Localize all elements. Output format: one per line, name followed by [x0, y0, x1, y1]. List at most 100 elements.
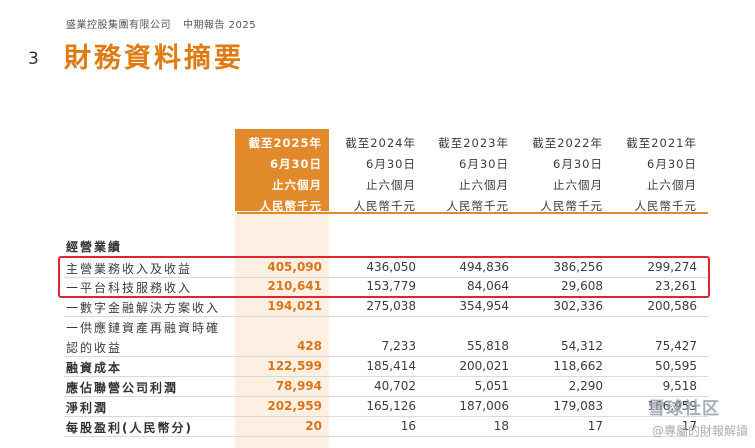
cell-value: 9,518 — [662, 379, 697, 393]
cell-value: 40,702 — [374, 379, 416, 393]
column-header-3: 截至2022年 6月30日止六個月人民幣千元 — [503, 133, 603, 217]
row-label: 一平台科技服務收入 — [66, 281, 193, 295]
cell-value: 428 — [296, 339, 322, 353]
cell-value: 386,256 — [553, 260, 603, 274]
cell-value: 50,595 — [655, 359, 697, 373]
table-row: 每股盈利(人民幣分) 20 16 18 17 17 — [0, 417, 755, 437]
row-label: 淨利潤 — [66, 401, 109, 415]
cell-value: 153,779 — [366, 279, 416, 293]
column-header-line: 截至2021年 — [626, 136, 697, 150]
table-row: 一數字金融解決方案收入 194,021 275,038 354,954 302,336 2… — [0, 297, 755, 317]
column-header-line: 止六個月 — [366, 178, 416, 192]
column-header-line: 人民幣千元 — [259, 199, 322, 213]
row-divider — [64, 356, 708, 357]
column-header-line: 截至2022年 — [532, 136, 603, 150]
cell-value: 17 — [587, 419, 603, 433]
row-divider — [64, 416, 708, 417]
column-header-line: 人民幣千元 — [353, 199, 416, 213]
current-period-header-background — [235, 129, 329, 211]
cell-value: 302,336 — [553, 299, 603, 313]
table-row: 主營業務收入及收益 405,090 436,050 494,836 386,256 299… — [0, 258, 755, 278]
row-label: 融資成本 — [66, 361, 123, 375]
section-title: 經營業績 — [66, 240, 123, 254]
column-header-line: 人民幣千元 — [540, 199, 603, 213]
column-header-2: 截至2023年 6月30日止六個月人民幣千元 — [409, 133, 509, 217]
cell-value: 78,994 — [275, 379, 322, 393]
highlight-box — [58, 256, 710, 298]
column-header-line: 止六個月 — [272, 178, 322, 192]
column-header-line: 止六個月 — [459, 178, 509, 192]
column-header-line: 6月30日 — [366, 157, 416, 171]
cell-value: 20 — [305, 419, 322, 433]
cell-value: 187,006 — [459, 399, 509, 413]
table-row: 認的收益 428 7,233 55,818 54,312 75,427 — [0, 337, 755, 357]
breadcrumb-company: 盛業控股集團有限公司 — [66, 20, 171, 31]
cell-value: 494,836 — [459, 260, 509, 274]
table-row: 一供應鏈資產再融資時確 — [0, 317, 755, 337]
column-header-line: 止六個月 — [553, 178, 603, 192]
cell-value: 18 — [493, 419, 509, 433]
cell-value: 75,427 — [655, 339, 697, 353]
column-header-line: 6月30日 — [647, 157, 697, 171]
row-divider — [64, 277, 708, 278]
cell-value: 210,641 — [267, 279, 322, 293]
watermark-sub: @專屬的財報解讀 — [652, 424, 749, 438]
column-header-line: 6月30日 — [459, 157, 509, 171]
column-header-1: 截至2024年 6月30日止六個月人民幣千元 — [316, 133, 416, 217]
cell-value: 200,021 — [459, 359, 509, 373]
column-header-line: 截至2025年 — [248, 136, 322, 150]
row-label: 應佔聯營公司利潤 — [66, 381, 179, 395]
row-divider — [64, 316, 708, 317]
cell-value: 275,038 — [366, 299, 416, 313]
cell-value: 7,233 — [381, 339, 416, 353]
column-header-line: 截至2024年 — [345, 136, 416, 150]
cell-value: 16 — [400, 419, 416, 433]
row-label: 一數字金融解決方案收入 — [66, 301, 221, 315]
cell-value: 166,959 — [647, 399, 697, 413]
table-row: 融資成本 122,599 185,414 200,021 118,662 50,595 — [0, 357, 755, 377]
cell-value: 179,083 — [553, 399, 603, 413]
cell-value: 405,090 — [267, 260, 322, 274]
cell-value: 436,050 — [366, 260, 416, 274]
cell-value: 23,261 — [655, 279, 697, 293]
table-row: 一平台科技服務收入 210,641 153,779 84,064 29,608 23,26… — [0, 277, 755, 297]
header-rule — [237, 212, 708, 214]
cell-value: 54,312 — [561, 339, 603, 353]
row-divider — [64, 396, 708, 397]
row-label: 每股盈利(人民幣分) — [66, 421, 193, 435]
cell-value: 200,586 — [647, 299, 697, 313]
watermark: 雪球社区 — [648, 399, 720, 419]
column-header-line: 人民幣千元 — [446, 199, 509, 213]
cell-value: 5,051 — [474, 379, 509, 393]
row-divider — [64, 376, 708, 377]
row-label: 一供應鏈資產再融資時確 — [66, 321, 221, 335]
cell-value: 185,414 — [366, 359, 416, 373]
breadcrumb: 盛業控股集團有限公司 中期報告 2025 — [66, 16, 256, 31]
cell-value: 118,662 — [553, 359, 603, 373]
row-divider — [64, 436, 708, 437]
table-row: 應佔聯營公司利潤 78,994 40,702 5,051 2,290 9,518 — [0, 377, 755, 397]
cell-value: 299,274 — [647, 260, 697, 274]
row-label: 主營業務收入及收益 — [66, 262, 193, 276]
row-label: 認的收益 — [66, 341, 123, 355]
column-header-4: 截至2021年 6月30日止六個月人民幣千元 — [597, 133, 697, 217]
column-header-line: 人民幣千元 — [634, 199, 697, 213]
column-header-line: 6月30日 — [269, 157, 322, 171]
column-header-line: 止六個月 — [647, 178, 697, 192]
cell-value: 55,818 — [467, 339, 509, 353]
cell-value: 122,599 — [267, 359, 322, 373]
cell-value: 29,608 — [561, 279, 603, 293]
page-title: 財務資料摘要 — [64, 43, 244, 74]
cell-value: 2,290 — [568, 379, 603, 393]
cell-value: 194,021 — [267, 299, 322, 313]
column-header-line: 截至2023年 — [438, 136, 509, 150]
cell-value: 354,954 — [459, 299, 509, 313]
table-row: 淨利潤 202,959 165,126 187,006 179,083 166,959 — [0, 397, 755, 417]
column-header-0: 截至2025年 6月30日止六個月人民幣千元 — [222, 133, 322, 217]
breadcrumb-report: 中期報告 2025 — [183, 20, 257, 31]
column-header-line: 6月30日 — [553, 157, 603, 171]
cell-value: 17 — [681, 419, 697, 433]
cell-value: 202,959 — [267, 399, 322, 413]
cell-value: 84,064 — [467, 279, 509, 293]
page-number: 3 — [28, 49, 39, 69]
